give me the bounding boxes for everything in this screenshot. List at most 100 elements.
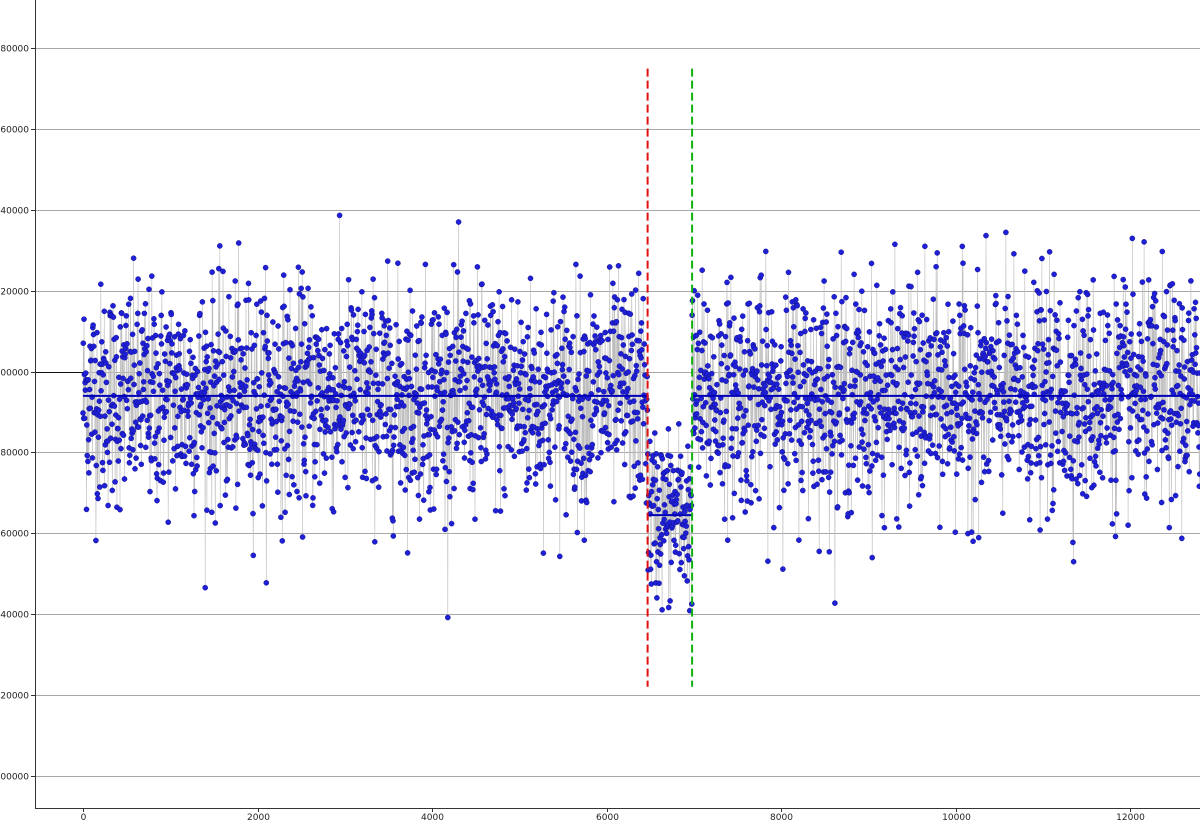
data-point [314, 398, 321, 404]
data-point [1123, 301, 1129, 308]
data-point [692, 425, 698, 431]
series-line [82, 215, 1200, 618]
data-point [462, 427, 468, 434]
data-point [1197, 370, 1200, 376]
data-point [758, 272, 765, 279]
data-point [366, 344, 373, 350]
data-point [863, 460, 870, 467]
data-point [746, 383, 752, 389]
data-point [319, 355, 326, 362]
data-point [762, 389, 769, 396]
data-point [563, 512, 569, 518]
data-point [253, 301, 260, 308]
data-point [134, 310, 141, 317]
data-point [391, 412, 398, 418]
tick-labels: 1000001200001400001600001800002000002200… [0, 45, 1145, 824]
data-point [852, 377, 858, 384]
data-point [928, 343, 935, 349]
data-point [117, 324, 124, 330]
data-point [699, 267, 706, 274]
data-point [1171, 297, 1177, 304]
data-point [788, 437, 795, 443]
data-point [529, 429, 536, 436]
data-point [805, 515, 812, 522]
data-point [889, 461, 895, 468]
data-point [960, 323, 967, 329]
data-point [776, 373, 782, 380]
data-point [1175, 412, 1182, 419]
data-point [458, 334, 464, 340]
data-point [439, 407, 446, 413]
data-point [673, 496, 680, 503]
data-point [469, 459, 476, 466]
data-point [169, 341, 175, 347]
data-point [663, 530, 670, 537]
data-point [1143, 495, 1150, 501]
data-point [753, 427, 760, 433]
data-point [1192, 299, 1199, 306]
data-point [1149, 441, 1155, 448]
data-point [481, 430, 487, 437]
data-point [94, 490, 101, 497]
data-point [181, 453, 188, 459]
data-point [354, 376, 360, 383]
data-point [773, 362, 779, 368]
data-point [400, 403, 407, 409]
data-point [1097, 419, 1104, 426]
data-point [858, 426, 865, 433]
data-point [629, 332, 635, 338]
data-point [771, 524, 777, 531]
y-tick-label: 260000 [0, 126, 29, 136]
data-point [559, 361, 566, 368]
data-point [589, 422, 596, 429]
data-point [1024, 476, 1031, 482]
data-point [526, 407, 532, 414]
data-point [1084, 386, 1091, 393]
data-point [651, 459, 658, 466]
data-point [763, 248, 769, 255]
data-point [657, 541, 664, 548]
data-point [500, 346, 506, 352]
data-point [101, 308, 108, 315]
data-point [490, 412, 497, 419]
data-point [715, 450, 722, 457]
data-point [348, 307, 355, 313]
data-point [276, 398, 283, 405]
data-point [454, 440, 461, 447]
data-point [1138, 416, 1145, 423]
data-point [235, 301, 241, 307]
data-point [1005, 456, 1012, 463]
data-point [810, 316, 817, 323]
data-point [436, 321, 442, 328]
data-point [960, 399, 967, 405]
data-point [156, 370, 163, 377]
data-point [520, 406, 526, 413]
data-point [359, 288, 365, 295]
data-point [551, 289, 557, 296]
data-point [168, 350, 175, 356]
data-point [1150, 340, 1156, 347]
data-point [554, 351, 560, 358]
data-point [972, 496, 979, 503]
data-point [124, 340, 130, 347]
data-point [962, 307, 968, 313]
data-point [745, 422, 752, 429]
data-point [1108, 477, 1114, 484]
data-point [342, 474, 348, 481]
data-point [618, 417, 625, 424]
data-point [964, 383, 970, 390]
data-point [810, 458, 817, 465]
x-tick-label: 2000 [247, 813, 270, 823]
data-point [901, 425, 908, 432]
data-point [785, 480, 791, 487]
data-point [106, 459, 113, 466]
data-point [135, 389, 142, 396]
data-point [1195, 400, 1200, 406]
data-point [99, 459, 106, 466]
data-point [839, 298, 845, 305]
data-point [911, 310, 917, 316]
data-point [135, 276, 141, 282]
data-point [1136, 331, 1143, 337]
data-point [684, 578, 691, 584]
data-point [222, 492, 229, 498]
